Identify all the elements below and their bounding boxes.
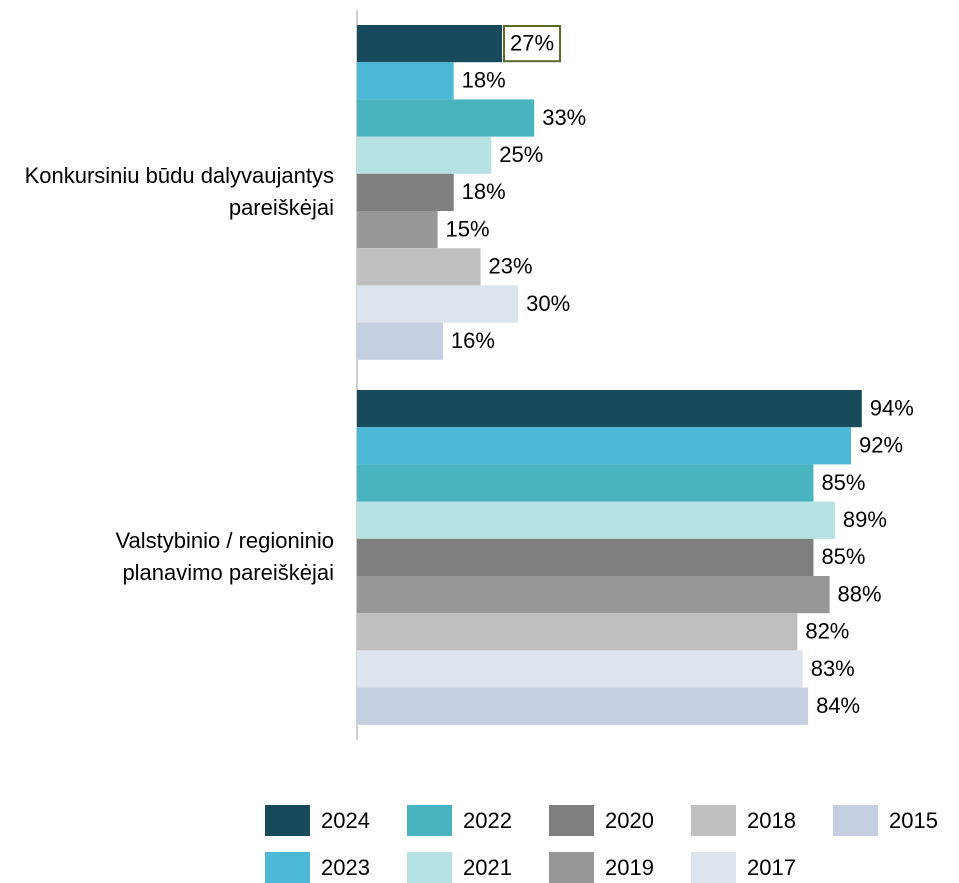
data-label: 94% [870,395,914,420]
bar [357,576,830,614]
legend-label: 2022 [463,808,512,833]
bar [357,687,809,725]
bar [357,25,502,63]
data-label: 92% [859,433,903,458]
legend-label: 2018 [747,808,796,833]
bar [357,613,798,651]
legend-swatch [833,805,878,836]
bar [357,173,454,211]
legend-swatch [691,852,736,883]
legend-label: 2024 [321,808,370,833]
legend-swatch [549,852,594,883]
legend-swatch [407,805,452,836]
bar [357,427,852,465]
data-label: 25% [499,142,543,167]
bar [357,390,862,428]
legend-label: 2017 [747,855,796,880]
legend-swatch [265,852,310,883]
bar [357,538,814,576]
data-label: 30% [526,291,570,316]
data-label: 15% [446,216,490,241]
category-label: Konkursiniu būdu dalyvaujantys pareiškėj… [24,163,334,221]
category-label: Valstybinio / regioninio planavimo parei… [115,528,335,586]
data-label: 83% [811,656,855,681]
data-label: 85% [821,544,865,569]
data-label: 23% [489,254,533,279]
bar [357,285,519,323]
bar [357,136,492,174]
legend-swatch [407,852,452,883]
data-label: 89% [843,507,887,532]
legend-swatch [265,805,310,836]
data-label: 84% [816,693,860,718]
data-label: 16% [451,328,495,353]
bar [357,650,803,688]
bar [357,464,814,502]
legend-label: 2020 [605,808,654,833]
legend-label: 2019 [605,855,654,880]
bar [357,322,443,360]
data-label: 88% [838,581,882,606]
data-label: 33% [542,105,586,130]
data-label: 18% [462,68,506,93]
bar [357,501,835,539]
legend-swatch [549,805,594,836]
data-label: 85% [821,470,865,495]
legend-label: 2023 [321,855,370,880]
legend-label: 2021 [463,855,512,880]
bar [357,99,535,137]
label-highlight [502,25,562,63]
bar [357,248,481,286]
data-label: 82% [805,619,849,644]
data-label: 27% [510,30,554,55]
data-label: 18% [462,179,506,204]
legend-label: 2015 [889,808,938,833]
bar [357,62,454,100]
legend-swatch [691,805,736,836]
bar [357,211,438,249]
